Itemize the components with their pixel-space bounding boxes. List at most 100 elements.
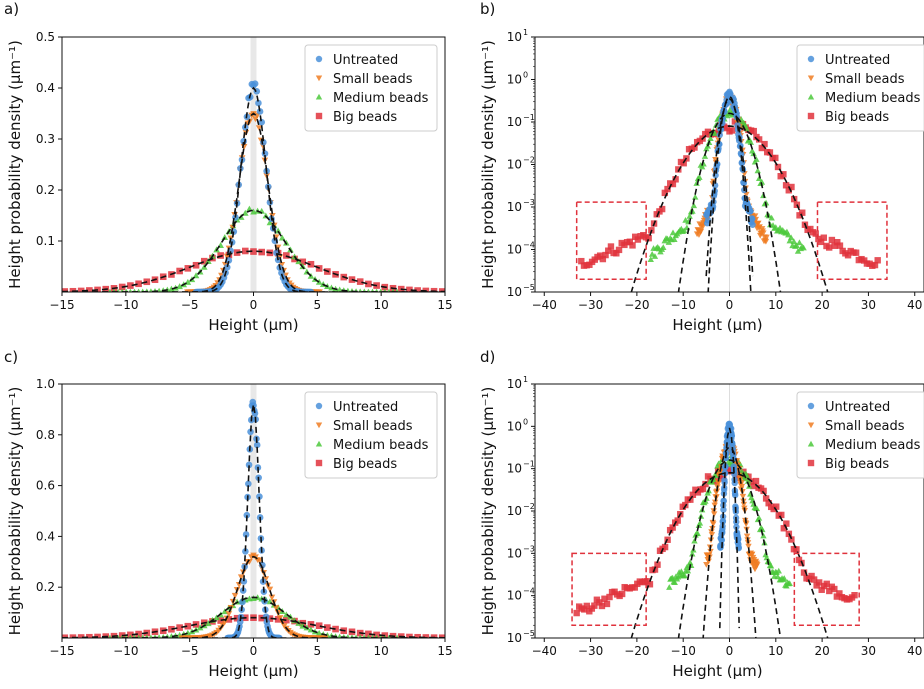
y-tick-exponent: −4 bbox=[523, 241, 535, 250]
plot-area bbox=[575, 37, 888, 292]
data-point bbox=[124, 288, 129, 292]
data-point bbox=[743, 533, 751, 540]
y-tick-label: 10 bbox=[507, 377, 522, 391]
data-point bbox=[112, 288, 116, 292]
data-point bbox=[788, 536, 795, 543]
panel-label: d) bbox=[480, 348, 495, 366]
chart-panel-1: a) −15 −10 −5 0 5 10 15 0.1 0.2 0.3 0.4 0.5 Height (μ… bbox=[4, 0, 453, 334]
legend: Untreated Small beads Medium beads Big bead… bbox=[796, 44, 924, 132]
fit-line bbox=[62, 112, 445, 292]
y-tick-label: 10 bbox=[507, 462, 522, 476]
data-point bbox=[752, 477, 760, 485]
data-point bbox=[268, 594, 276, 601]
data-point bbox=[254, 594, 261, 601]
data-point bbox=[810, 576, 818, 583]
data-point bbox=[690, 202, 698, 209]
y-tick-exponent: −4 bbox=[523, 587, 535, 596]
y-axis-label: Height probability density (μm⁻¹) bbox=[6, 387, 24, 636]
legend-label: Big beads bbox=[333, 457, 397, 472]
data-point bbox=[120, 288, 125, 292]
legend: Untreated Small beads Medium beads Big bead… bbox=[304, 44, 438, 132]
fit-line bbox=[630, 125, 829, 292]
data-point bbox=[728, 127, 736, 134]
data-point bbox=[678, 568, 685, 575]
data-point bbox=[591, 602, 598, 609]
data-point bbox=[601, 595, 608, 602]
data-point bbox=[693, 180, 700, 186]
y-tick-label: 10 bbox=[507, 546, 522, 560]
y-tick-exponent: −5 bbox=[523, 283, 535, 292]
x-tick-label: −10 bbox=[113, 298, 138, 312]
legend-label: Untreated bbox=[825, 400, 890, 415]
data-point bbox=[825, 244, 833, 251]
fit-line bbox=[630, 471, 829, 638]
data-point bbox=[831, 585, 838, 593]
data-point bbox=[763, 554, 770, 561]
plot-area bbox=[62, 384, 445, 638]
data-point bbox=[192, 261, 200, 269]
data-point bbox=[768, 214, 775, 221]
y-tick-label: 10 bbox=[507, 589, 522, 603]
legend-label: Untreated bbox=[825, 53, 890, 68]
chart-panel-3: c) −15 −10 −5 0 5 10 15 0.2 0.4 0.6 0.8 1.0 Height (μ… bbox=[4, 348, 453, 680]
data-point bbox=[763, 234, 770, 241]
data-point bbox=[750, 127, 757, 135]
y-tick-label: 0.6 bbox=[36, 479, 55, 493]
data-point bbox=[647, 256, 654, 263]
data-point bbox=[666, 584, 673, 590]
data-point bbox=[213, 614, 220, 621]
data-point bbox=[786, 237, 793, 244]
y-tick-exponent: −1 bbox=[523, 113, 535, 122]
data-point bbox=[852, 249, 860, 256]
legend: Untreated Small beads Medium beads Big bead… bbox=[304, 391, 438, 479]
data-point bbox=[796, 239, 803, 246]
y-tick-label: 1.0 bbox=[36, 377, 55, 391]
data-point bbox=[256, 493, 263, 500]
y-tick-label: 10 bbox=[507, 419, 522, 433]
y-tick-label: 10 bbox=[507, 285, 522, 299]
data-point bbox=[108, 634, 112, 638]
legend-box bbox=[304, 44, 438, 132]
data-point bbox=[755, 136, 763, 143]
data-point bbox=[765, 558, 773, 565]
data-point bbox=[225, 611, 233, 618]
data-point bbox=[874, 257, 881, 264]
data-point bbox=[800, 244, 807, 251]
data-point bbox=[358, 288, 363, 292]
data-point bbox=[785, 231, 792, 238]
data-point bbox=[184, 265, 192, 272]
data-point bbox=[744, 477, 752, 484]
data-point bbox=[395, 288, 399, 292]
data-point bbox=[176, 624, 183, 631]
legend-label: Untreated bbox=[333, 53, 398, 68]
highlight-box bbox=[575, 201, 647, 280]
data-point bbox=[276, 634, 283, 638]
data-point bbox=[815, 579, 823, 586]
data-point bbox=[239, 598, 246, 606]
data-point bbox=[250, 248, 257, 255]
data-point bbox=[336, 286, 343, 292]
data-point bbox=[782, 182, 790, 189]
data-point bbox=[365, 630, 372, 638]
data-point bbox=[783, 520, 790, 527]
y-tick-label: 10 bbox=[507, 631, 522, 645]
y-tick-label: 10 bbox=[507, 200, 522, 214]
data-point bbox=[736, 465, 743, 472]
data-point bbox=[391, 288, 395, 292]
data-point bbox=[699, 224, 706, 230]
data-point bbox=[237, 574, 245, 581]
legend-label: Untreated bbox=[333, 400, 398, 415]
x-axis-label: Height (μm) bbox=[672, 316, 762, 334]
data-point bbox=[702, 480, 709, 488]
data-point bbox=[237, 165, 244, 172]
data-point bbox=[607, 243, 615, 250]
data-point bbox=[799, 209, 806, 216]
data-point bbox=[127, 282, 134, 289]
data-point bbox=[132, 634, 137, 638]
y-tick-exponent: 0 bbox=[523, 71, 528, 80]
data-point bbox=[696, 519, 704, 526]
x-tick-label: 10 bbox=[768, 298, 783, 312]
data-point bbox=[732, 491, 739, 499]
data-point bbox=[276, 615, 284, 622]
